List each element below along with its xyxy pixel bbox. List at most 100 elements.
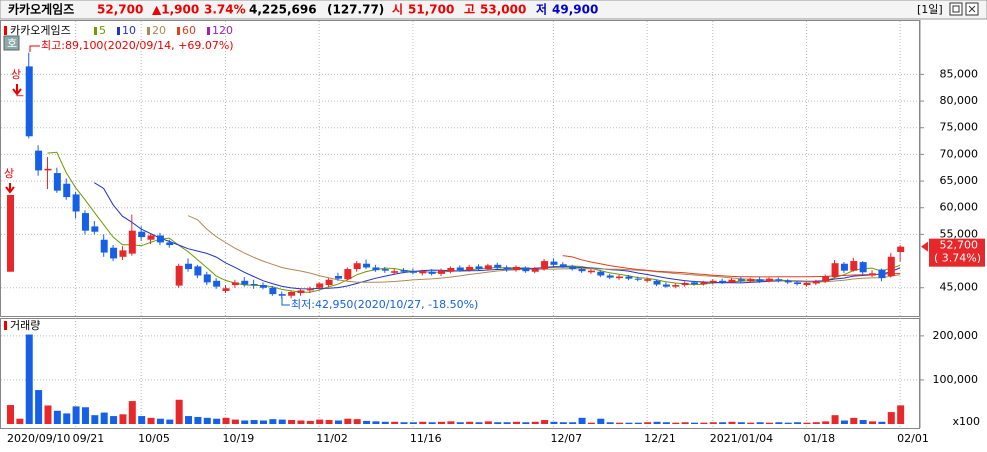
volume-ratio: (127.77)	[327, 3, 384, 17]
legend-swatch	[177, 27, 180, 35]
volume-bar	[887, 412, 895, 424]
candle-body	[306, 288, 314, 291]
volume-bar	[634, 422, 642, 424]
volume-bar	[606, 422, 614, 424]
candle-body	[334, 276, 342, 279]
volume-bar	[840, 420, 848, 424]
volume-bar	[119, 414, 127, 424]
limit-up-marker: 상	[4, 167, 14, 180]
candle-body	[456, 267, 464, 271]
candle-body	[325, 279, 333, 286]
candle-body	[681, 282, 689, 286]
candle-body	[662, 284, 670, 287]
volume-bar	[897, 405, 905, 424]
y-tick-label: 70,000	[940, 147, 979, 160]
restore-button[interactable]	[949, 2, 963, 16]
legend-label: 120	[212, 24, 233, 37]
volume-bar	[719, 422, 727, 424]
legend-label: 10	[122, 24, 136, 37]
y-tick-label: 65,000	[940, 174, 979, 187]
volume-bar	[850, 417, 858, 424]
volume-bar	[53, 410, 61, 424]
volume-bar	[644, 422, 652, 424]
x-tick-label: 02/01	[897, 432, 929, 445]
volume-bar	[447, 421, 455, 424]
legend-label: 60	[182, 24, 196, 37]
volume-bar	[503, 422, 511, 424]
candle-body	[35, 150, 43, 171]
volume-bar	[616, 422, 624, 424]
volume-bar	[110, 416, 118, 424]
candle-body	[765, 278, 773, 282]
volume-bar	[456, 422, 464, 424]
candle-body	[72, 194, 80, 212]
candle-body	[203, 274, 211, 283]
header-bar	[0, 0, 987, 20]
candle-body	[512, 266, 520, 271]
open: 51,700	[408, 3, 454, 17]
x-tick-label: 11/16	[410, 432, 442, 445]
candle-body	[53, 173, 61, 191]
legend-label: 20	[152, 24, 166, 37]
candle-body	[44, 168, 52, 171]
volume-bar	[222, 417, 230, 424]
volume-bar	[278, 419, 286, 424]
restore-icon	[952, 5, 960, 13]
candle-body	[222, 288, 230, 291]
candle-body	[138, 231, 146, 238]
candle-body	[672, 285, 680, 287]
candle-body	[81, 213, 89, 231]
volume-bar	[765, 422, 773, 424]
volume-bar	[91, 415, 99, 424]
y-tick-label: 55,000	[940, 227, 979, 240]
y-tick-label: 85,000	[940, 67, 979, 80]
chart-button[interactable]	[3, 35, 20, 51]
volume-bar	[381, 421, 389, 424]
candle-body	[550, 261, 558, 265]
candle-body	[166, 242, 174, 246]
volume-bar	[831, 415, 839, 424]
volume-bar	[475, 422, 483, 424]
candle-body	[231, 282, 239, 286]
volume-bar	[156, 418, 164, 424]
volume-bar	[250, 420, 258, 424]
candle-body	[25, 66, 33, 137]
volume-bar	[138, 416, 146, 424]
y-tick-label: 60,000	[940, 201, 979, 214]
candle-body	[869, 273, 877, 276]
candle-body	[559, 264, 567, 267]
volume-bar	[775, 422, 783, 424]
candle-body	[419, 271, 427, 274]
volume-title: 거래량	[10, 319, 40, 332]
volume-bar	[700, 422, 708, 424]
candle-body	[587, 270, 595, 273]
volume-bar	[297, 420, 305, 424]
price: 52,700	[97, 3, 143, 17]
candle-body	[278, 294, 286, 296]
candle-body	[110, 247, 118, 259]
volume: 4,225,696	[249, 3, 317, 17]
volume-bar	[691, 422, 699, 424]
volume-bar	[428, 422, 436, 424]
volume-bar	[35, 390, 43, 424]
volume-bar	[466, 421, 474, 424]
volume-bar	[213, 418, 221, 424]
price-tag-value: 52,700	[940, 239, 979, 252]
volume-bar	[344, 418, 352, 424]
price-tag-change: ( 3.74%)	[934, 252, 981, 265]
volume-bar	[728, 421, 736, 424]
volume-bar	[625, 422, 633, 424]
period-button[interactable]: [1일]	[917, 2, 943, 16]
candle-body	[719, 280, 727, 283]
change: ▲1,900	[152, 3, 199, 17]
candle-body	[16, 95, 24, 97]
candle-body	[709, 280, 717, 283]
volume-bar	[325, 420, 333, 424]
candle-body	[756, 279, 764, 282]
volume-bar	[578, 417, 586, 424]
candle-body	[316, 283, 324, 288]
volume-bar	[334, 420, 342, 424]
volume-bar	[653, 421, 661, 424]
volume-bar	[288, 420, 296, 424]
